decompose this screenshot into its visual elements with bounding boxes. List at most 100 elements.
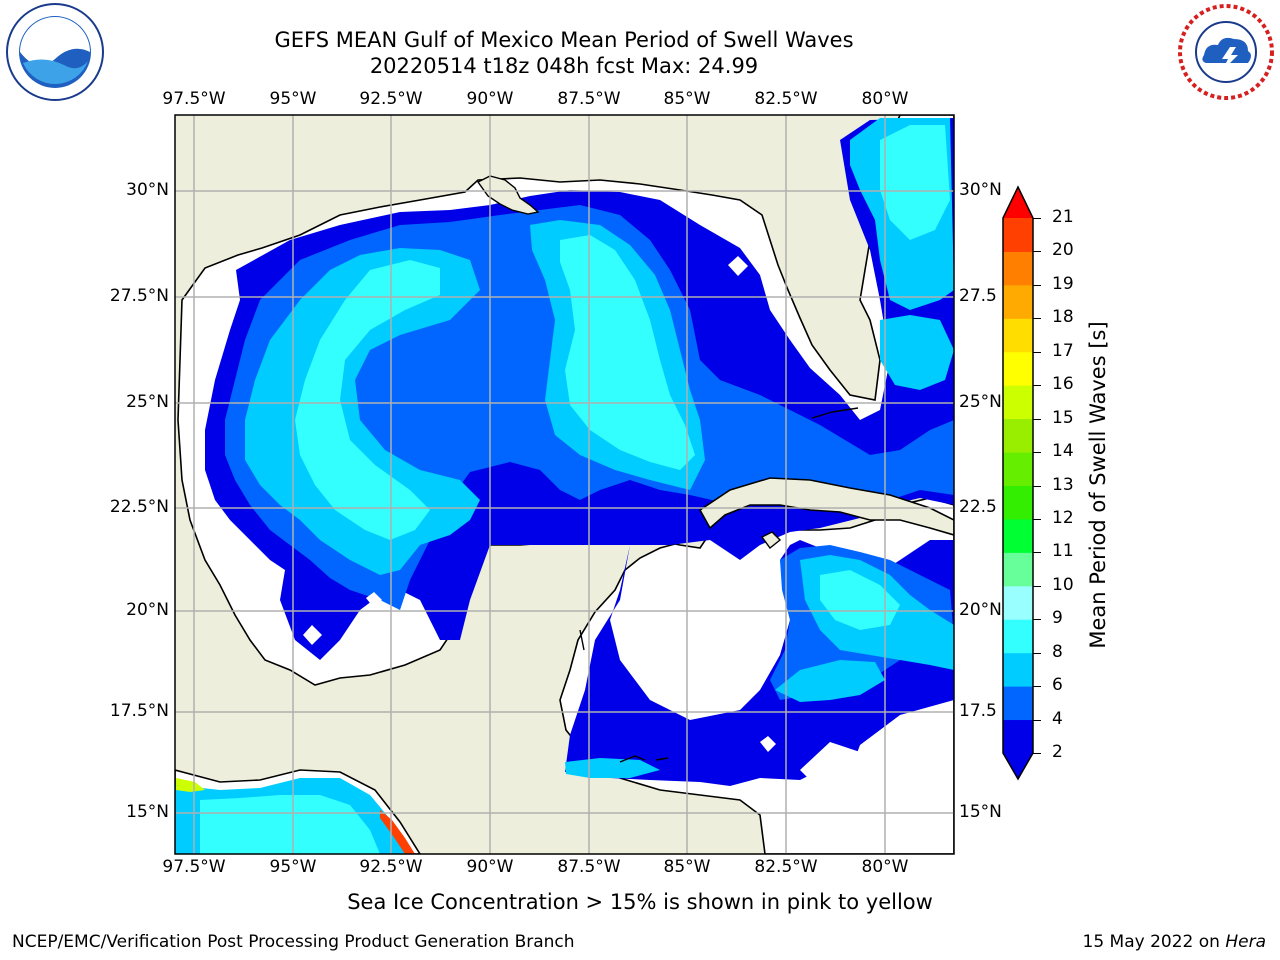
lon-tick-top: 85°W xyxy=(663,89,711,109)
colorbar-tick-label: 17 xyxy=(1052,340,1074,361)
colorbar-label: Mean Period of Swell Waves [s] xyxy=(1086,321,1110,649)
lat-tick-left: 30°N xyxy=(126,180,169,200)
colorbar-tick-label: 6 xyxy=(1052,675,1063,696)
lon-tick-bottom: 82.5°W xyxy=(754,857,818,877)
swell-contour-6-8-honduras xyxy=(775,660,885,702)
colorbar-tick-label: 14 xyxy=(1052,441,1074,462)
colorbar-segment xyxy=(1003,518,1033,553)
colorbar-tick-label: 8 xyxy=(1052,641,1063,662)
isla-de-la-juventud xyxy=(760,531,782,550)
swell-contour-8-9-caribbean xyxy=(820,570,900,630)
colorbar-tick-mark xyxy=(1033,753,1041,754)
colorbar-segment xyxy=(1003,552,1033,587)
colorbar-tick-mark xyxy=(1033,251,1041,253)
noaa-logo: NOAA xyxy=(6,3,104,101)
sea-ice-note: Sea Ice Concentration > 15% is shown in … xyxy=(347,890,933,914)
colorbar-tick-label: 15 xyxy=(1052,407,1074,428)
colorbar-tick-label: 20 xyxy=(1052,240,1074,261)
lat-tick-left: 27.5°N xyxy=(109,286,169,306)
swell-contour-6-8-west xyxy=(245,248,480,575)
lon-tick-bottom: 87.5°W xyxy=(557,857,621,877)
colorbar-tick-mark xyxy=(1033,351,1041,353)
swell-contour-8-9-west xyxy=(295,260,440,540)
colorbar-tick-mark xyxy=(1033,585,1041,587)
colorbar-segment xyxy=(1003,452,1033,486)
colorbar-tick-mark xyxy=(1033,284,1041,286)
colorbar-tick-label: 18 xyxy=(1052,307,1074,328)
noaa-logo-text: NOAA xyxy=(34,29,76,44)
swell-contour-pacific-8-9 xyxy=(200,795,380,854)
lat-tick-right: 25°N xyxy=(959,392,1002,412)
colorbar-tick-mark xyxy=(1033,518,1041,520)
footer-date: 15 May 2022 on Hera xyxy=(1083,932,1267,952)
colorbar-segment xyxy=(1003,318,1033,353)
colorbar-segment xyxy=(1003,418,1033,453)
colorbar xyxy=(1002,185,1034,781)
colorbar-segment xyxy=(1003,652,1033,687)
colorbar-tick-mark xyxy=(1033,552,1041,554)
colorbar-tick-mark xyxy=(1033,385,1041,387)
yucatan-islands xyxy=(579,629,669,763)
lat-tick-left: 15°N xyxy=(126,802,169,822)
gridlines xyxy=(175,115,954,854)
swell-contour-8-9-central xyxy=(560,235,695,470)
colorbar-segment xyxy=(1003,719,1033,754)
colorbar-tick-label: 4 xyxy=(1052,708,1063,729)
colorbar-tick-mark xyxy=(1033,719,1041,721)
lon-tick-top: 90°W xyxy=(466,89,514,109)
lon-tick-bottom: 97.5°W xyxy=(162,857,226,877)
map-title-line1: GEFS MEAN Gulf of Mexico Mean Period of … xyxy=(274,28,854,52)
lon-tick-top: 97.5°W xyxy=(162,89,226,109)
colorbar-segment xyxy=(1003,585,1033,620)
florida-keys xyxy=(811,407,859,419)
lon-tick-top: 92.5°W xyxy=(359,89,423,109)
lon-tick-top: 87.5°W xyxy=(557,89,621,109)
lat-tick-right: 22.5 xyxy=(959,497,997,517)
lon-tick-bottom: 95°W xyxy=(269,857,317,877)
lat-tick-left: 22.5°N xyxy=(109,497,169,517)
colorbar-tick-mark xyxy=(1033,652,1041,654)
colorbar-segment xyxy=(1003,351,1033,386)
colorbar-tick-label: 9 xyxy=(1052,608,1063,629)
colorbar-tick-label: 10 xyxy=(1052,574,1074,595)
colorbar-tick-label: 12 xyxy=(1052,507,1074,528)
lon-tick-top: 80°W xyxy=(861,89,909,109)
lon-tick-bottom: 80°W xyxy=(861,857,909,877)
colorbar-tick-mark xyxy=(1033,485,1041,487)
colorbar-tick-mark xyxy=(1033,318,1041,320)
lat-tick-right: 15°N xyxy=(959,802,1002,822)
lat-tick-left: 20°N xyxy=(126,600,169,620)
colorbar-segment xyxy=(1003,284,1033,319)
footer-date-text: 15 May 2022 on xyxy=(1082,932,1226,952)
colorbar-tick-mark xyxy=(1033,686,1041,688)
map-frame xyxy=(174,114,955,855)
colorbar-tick-mark xyxy=(1033,218,1041,219)
colorbar-tick-label: 11 xyxy=(1052,541,1074,562)
lat-tick-right: 27.5 xyxy=(959,286,997,306)
swell-contour-8-9-atlantic xyxy=(880,125,950,240)
colorbar-tick-mark xyxy=(1033,418,1041,420)
colorbar-over-extension xyxy=(1003,187,1033,218)
footer-machine: Hera xyxy=(1225,932,1266,952)
footer-credit: NCEP/EMC/Verification Post Processing Pr… xyxy=(12,932,575,952)
colorbar-tick-mark xyxy=(1033,452,1041,454)
lon-tick-top: 82.5°W xyxy=(754,89,818,109)
swell-contour-pacific-mid xyxy=(176,778,205,792)
lon-tick-bottom: 85°W xyxy=(663,857,711,877)
lat-tick-right: 20°N xyxy=(959,600,1002,620)
swell-contour-6-8-bahamas xyxy=(880,315,954,390)
lat-tick-left: 25°N xyxy=(126,392,169,412)
nws-logo xyxy=(1178,4,1274,100)
lat-tick-right: 30°N xyxy=(959,180,1002,200)
lat-tick-right: 17.5 xyxy=(959,701,997,721)
lon-tick-bottom: 90°W xyxy=(466,857,514,877)
colorbar-segment xyxy=(1003,485,1033,520)
colorbar-segment xyxy=(1003,385,1033,420)
map-title-line2: 20220514 t18z 048h fcst Max: 24.99 xyxy=(369,54,759,78)
lon-tick-bottom: 92.5°W xyxy=(359,857,423,877)
colorbar-segment xyxy=(1003,619,1033,654)
mississippi-delta xyxy=(476,175,540,215)
colorbar-tick-mark xyxy=(1033,619,1041,621)
swell-contour-pacific-high xyxy=(380,810,415,854)
